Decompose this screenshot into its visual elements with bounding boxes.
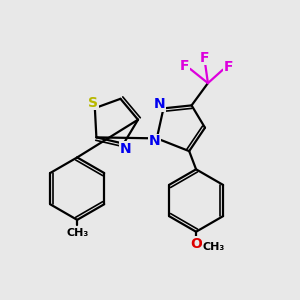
Text: F: F [200,50,210,64]
Text: O: O [190,237,202,250]
Text: S: S [88,96,98,110]
Text: CH₃: CH₃ [66,228,88,238]
Text: F: F [180,59,190,74]
Text: N: N [119,142,131,156]
Text: CH₃: CH₃ [203,242,225,253]
Text: N: N [154,97,166,111]
Text: F: F [224,60,233,74]
Text: N: N [148,134,160,148]
